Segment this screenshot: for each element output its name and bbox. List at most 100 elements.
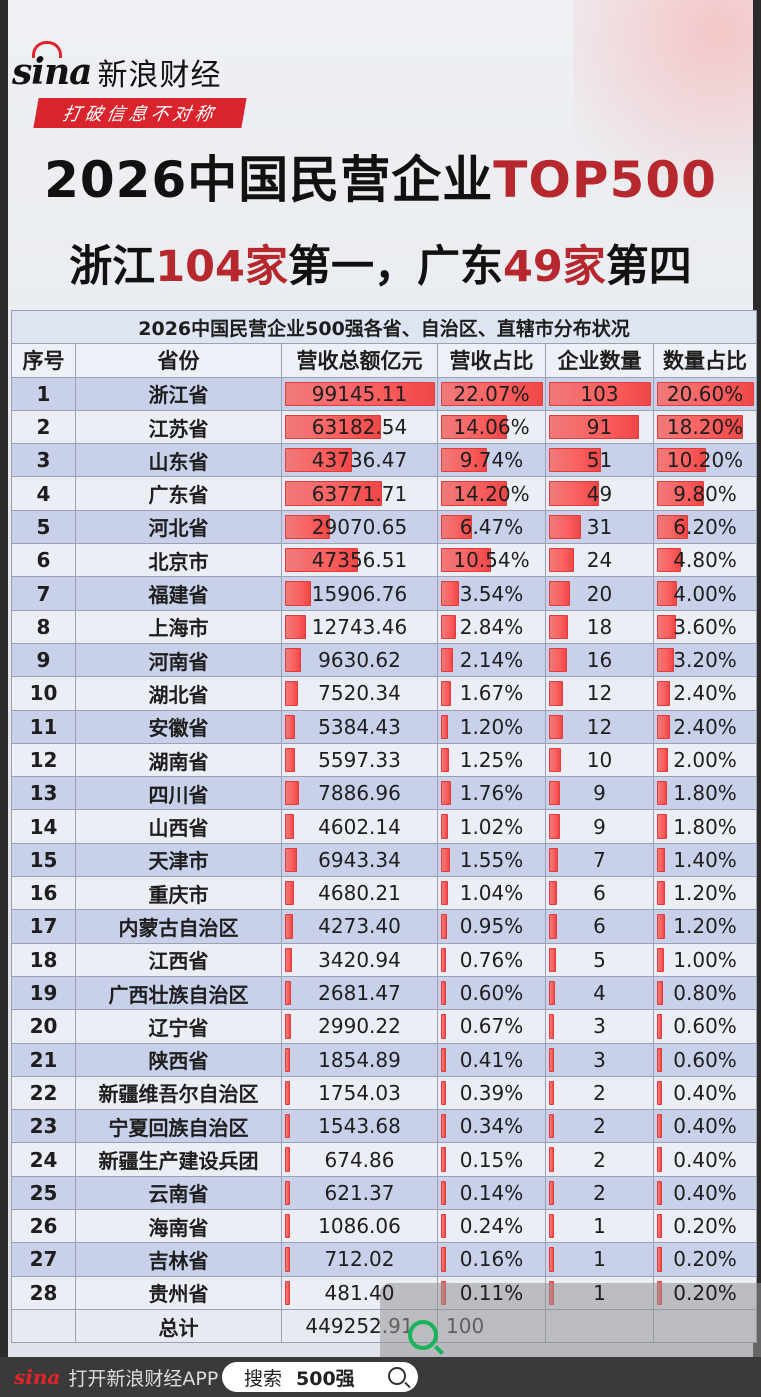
- row-index: 6: [11, 543, 76, 578]
- row-revenue: 674.86: [281, 1142, 438, 1177]
- row-count: 1: [545, 1209, 654, 1244]
- data-bar: [441, 581, 459, 606]
- row-revenue-text: 9630.62: [318, 648, 401, 673]
- row-revenue: 1754.03: [281, 1075, 438, 1111]
- table-row: 23 宁夏回族自治区 1543.68 0.34% 2 0.40%: [11, 1109, 758, 1144]
- row-revenue-share-text: 14.06%: [453, 415, 530, 440]
- row-revenue: 43736.47: [281, 443, 438, 478]
- row-revenue: 3420.94: [281, 942, 438, 977]
- row-province: 海南省: [75, 1209, 282, 1244]
- data-bar: [285, 1147, 290, 1172]
- row-count-text: 3: [593, 1047, 606, 1072]
- data-bar: [285, 1280, 290, 1305]
- row-revenue-text: 1086.06: [318, 1214, 401, 1239]
- row-count: 2: [545, 1075, 654, 1111]
- row-count-text: 9: [593, 781, 606, 806]
- row-count-share: 4.00%: [652, 576, 758, 611]
- data-bar: [285, 1080, 290, 1106]
- data-bar: [441, 814, 448, 839]
- row-revenue-text: 1854.89: [318, 1047, 401, 1072]
- row-province: 四川省: [75, 776, 282, 811]
- row-count-share-text: 0.60%: [673, 1014, 737, 1039]
- data-bar: [549, 481, 599, 506]
- row-count-text: 5: [593, 947, 606, 972]
- data-bar: [657, 614, 676, 639]
- table-row: 6 北京市 47356.51 10.54% 24 4.80%: [11, 543, 758, 578]
- row-count-share: 0.40%: [652, 1175, 758, 1211]
- row-revenue-text: 674.86: [324, 1147, 395, 1172]
- bottom-app-bar[interactable]: sina 打开新浪财经APP 搜索 500强: [0, 1357, 761, 1397]
- row-revenue: 29070.65: [281, 509, 438, 545]
- row-revenue-share: 14.20%: [437, 476, 546, 511]
- row-count-share: 2.40%: [652, 709, 758, 744]
- row-count-text: 1: [593, 1247, 606, 1272]
- page-title: 2026中国民营企业TOP500: [8, 140, 753, 212]
- row-index: 25: [11, 1175, 76, 1211]
- row-province: 湖北省: [75, 676, 282, 711]
- search-icon[interactable]: [388, 1367, 406, 1385]
- row-revenue-share-text: 0.24%: [459, 1214, 524, 1239]
- row-revenue-share-text: 0.34%: [459, 1114, 524, 1139]
- row-index: 18: [11, 942, 76, 977]
- row-province: 贵州省: [75, 1275, 282, 1310]
- row-province: 浙江省: [75, 376, 282, 411]
- row-revenue-share-text: 1.67%: [459, 681, 524, 706]
- row-count: 12: [545, 676, 654, 711]
- page-subtitle: 浙江104家第一，广东49家第四: [8, 232, 753, 294]
- row-revenue-share: 0.15%: [437, 1142, 546, 1177]
- data-bar: [285, 448, 352, 473]
- subtitle-a: 浙江: [69, 242, 156, 292]
- row-province: 福建省: [75, 576, 282, 611]
- row-revenue: 1854.89: [281, 1042, 438, 1077]
- subtitle-c: 第一，广东: [287, 242, 503, 292]
- data-bar: [441, 747, 449, 773]
- table-row: 27 吉林省 712.02 0.16% 1 0.20%: [11, 1242, 758, 1277]
- row-revenue: 63182.54: [281, 409, 438, 445]
- row-count: 9: [545, 776, 654, 811]
- data-bar: [549, 514, 581, 540]
- search-box[interactable]: 搜索 500强: [222, 1362, 418, 1392]
- row-revenue-text: 29070.65: [311, 514, 408, 539]
- row-revenue-share: 1.02%: [437, 809, 546, 844]
- table-row: 15 天津市 6943.34 1.55% 7 1.40%: [11, 842, 758, 878]
- row-revenue: 1543.68: [281, 1109, 438, 1144]
- row-revenue-share-text: 0.60%: [459, 981, 524, 1006]
- data-bar: [657, 1247, 662, 1272]
- data-bar: [285, 514, 330, 540]
- row-count-share-text: 20.60%: [666, 381, 744, 406]
- row-revenue-text: 5384.43: [318, 714, 401, 739]
- data-bar: [285, 814, 294, 839]
- data-bar: [441, 914, 447, 939]
- row-revenue: 99145.11: [281, 376, 438, 411]
- data-bar: [441, 1180, 446, 1206]
- row-province: 湖南省: [75, 742, 282, 778]
- data-bar: [285, 681, 298, 706]
- data-bar: [657, 881, 665, 906]
- row-count: 9: [545, 809, 654, 844]
- row-revenue-share: 1.25%: [437, 742, 546, 778]
- row-count: 16: [545, 642, 654, 678]
- subtitle-e: 第四: [605, 242, 692, 292]
- data-bar: [441, 681, 451, 706]
- table-row: 11 安徽省 5384.43 1.20% 12 2.40%: [11, 709, 758, 744]
- table-row: 18 江西省 3420.94 0.76% 5 1.00%: [11, 942, 758, 977]
- data-bar: [441, 614, 456, 639]
- row-count-share: 9.80%: [652, 476, 758, 511]
- brand-name: 新浪财经: [97, 58, 222, 93]
- data-bar: [549, 1080, 554, 1106]
- row-index: 11: [11, 709, 76, 744]
- row-count-share-text: 4.00%: [673, 581, 737, 606]
- data-bar: [285, 781, 299, 806]
- row-revenue-share-text: 0.16%: [459, 1247, 524, 1272]
- row-revenue-share-text: 0.76%: [459, 947, 524, 972]
- data-bar: [549, 448, 601, 473]
- data-bar: [549, 614, 568, 639]
- row-index: 2: [11, 409, 76, 445]
- row-revenue-share-text: 0.14%: [459, 1180, 524, 1205]
- row-index: 21: [11, 1042, 76, 1077]
- row-count-share-text: 3.60%: [673, 614, 737, 639]
- row-count-text: 49: [586, 481, 613, 506]
- row-revenue-share: 0.39%: [437, 1075, 546, 1111]
- row-count-share: 0.60%: [652, 1009, 758, 1044]
- open-app-link[interactable]: 打开新浪财经APP: [68, 1367, 219, 1390]
